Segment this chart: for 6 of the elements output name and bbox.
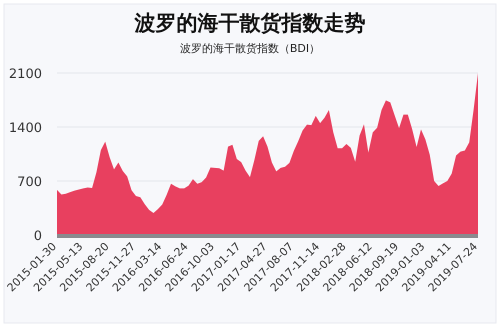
chart-title: 波罗的海干散货指数走势 xyxy=(134,11,366,35)
y-tick-label: 1400 xyxy=(8,121,42,136)
y-tick-label: 700 xyxy=(17,175,42,190)
y-tick-label: 0 xyxy=(34,229,42,244)
chart-subtitle: 波罗的海干散货指数（BDI） xyxy=(180,42,320,55)
y-tick-label: 2100 xyxy=(8,67,42,82)
